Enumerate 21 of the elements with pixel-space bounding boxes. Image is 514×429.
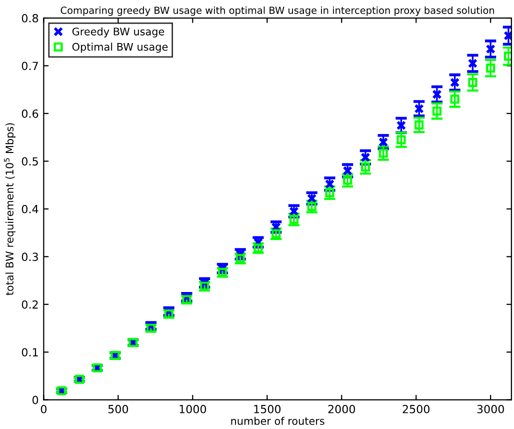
x-axis-title: number of routers <box>231 416 324 425</box>
x-tick-label: 500 <box>108 404 128 414</box>
x-tick-label: 2500 <box>402 404 430 414</box>
y-tick-label: 0.5 <box>22 157 38 166</box>
y-tick-label: 0.7 <box>22 62 38 70</box>
y-tick-label: 0.1 <box>22 348 38 356</box>
x-tick-label: 3000 <box>477 404 504 414</box>
legend-label: Greedy BW usage <box>72 27 164 38</box>
x-tick-label: 2000 <box>328 404 356 414</box>
y-axis-title: total BW requirement (10$^{5}$ Mbps) <box>4 123 16 296</box>
y-tick-label: 0.8 <box>22 14 38 22</box>
x-tick-label: 0 <box>40 404 46 414</box>
x-tick-label: 1500 <box>254 404 281 414</box>
y-tick-label: 0.6 <box>22 109 38 118</box>
y-tick-label: 0.2 <box>22 300 38 309</box>
y-tick-label: 0.3 <box>22 252 38 262</box>
legend-label: Optimal BW usage <box>72 42 168 53</box>
y-tick-label: 0 <box>32 396 38 404</box>
y-tick-label: 0.4 <box>22 204 38 214</box>
x-tick-label: 1000 <box>180 404 206 414</box>
chart-title: Comparing greedy BW usage with optimal BW usage in interception proxy based solution <box>60 6 494 16</box>
